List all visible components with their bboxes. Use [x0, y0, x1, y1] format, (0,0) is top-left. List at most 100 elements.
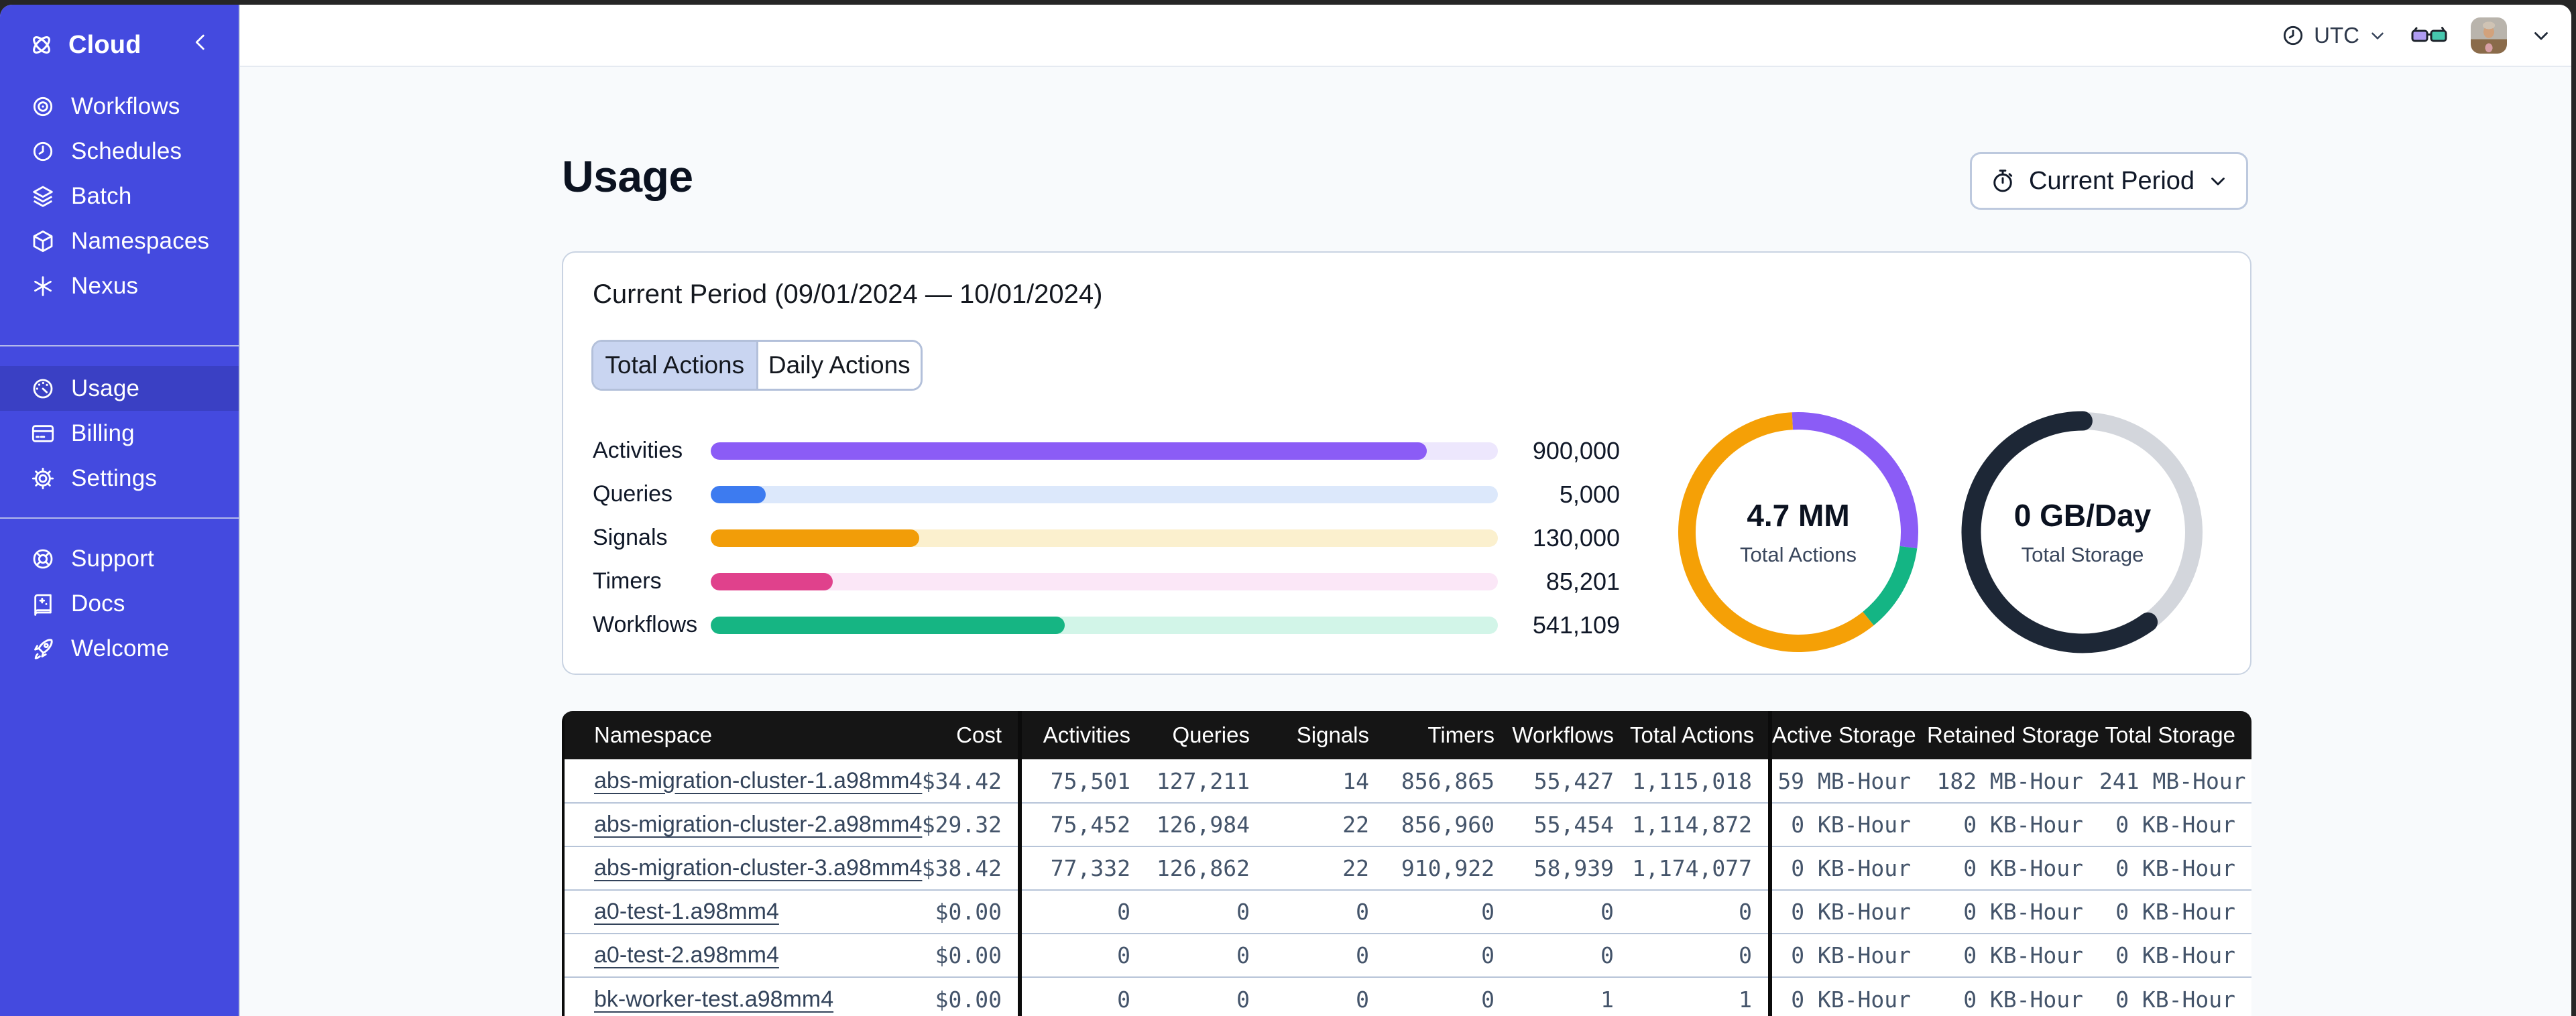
sidebar-divider [0, 517, 239, 519]
namespace-link[interactable]: abs-migration-cluster-1.a98mm4 [594, 767, 923, 793]
bar-row-activities: Activities 900,000 [593, 436, 1620, 464]
sidebar-item-support[interactable]: Support [0, 536, 239, 581]
namespaces-cube-icon [30, 228, 56, 255]
bar-row-workflows: Workflows 541,109 [593, 611, 1620, 639]
sidebar: Cloud Workflows Schedules [0, 5, 240, 1016]
bar-track [711, 572, 1498, 590]
table-row: bk-worker-test.a98mm4 $0.00 0 0 0 0 1 1 … [563, 976, 2251, 1016]
sidebar-item-batch[interactable]: Batch [0, 174, 239, 218]
namespace-link[interactable]: bk-worker-test.a98mm4 [594, 986, 834, 1012]
total-storage-value: 0 GB/Day [2013, 498, 2152, 533]
bar-row-timers: Timers 85,201 [593, 567, 1620, 595]
col-activities: Activities [1022, 711, 1147, 759]
timezone-selector[interactable]: UTC [2280, 23, 2388, 48]
labs-glasses-icon[interactable] [2410, 24, 2448, 47]
user-avatar[interactable] [2471, 17, 2507, 54]
col-queries: Queries [1147, 711, 1266, 759]
bar-fill [711, 485, 766, 503]
sidebar-item-usage[interactable]: Usage [0, 366, 239, 411]
total-actions-donut: 4.7 MM Total Actions [1671, 405, 1926, 659]
col-namespace: Namespace [563, 711, 872, 759]
workflows-icon [30, 93, 56, 120]
actions-tabs: Total Actions Daily Actions [591, 340, 923, 391]
col-retained-storage: Retained Storage [1927, 711, 2099, 759]
tab-daily-actions[interactable]: Daily Actions [756, 342, 921, 389]
total-storage-label: Total Storage [2021, 543, 2144, 566]
bar-track [711, 442, 1498, 460]
billing-card-icon [30, 420, 56, 447]
namespace-link[interactable]: abs-migration-cluster-3.a98mm4 [594, 855, 923, 881]
table-row: abs-migration-cluster-1.a98mm4 $34.42 75… [563, 759, 2251, 803]
bar-track [711, 529, 1498, 547]
total-storage-donut: 0 GB/Day Total Storage [1955, 405, 2210, 659]
sidebar-nav-main: Workflows Schedules Batch Namespaces [0, 84, 239, 308]
bar-row-signals: Signals 130,000 [593, 523, 1620, 552]
namespace-link[interactable]: abs-migration-cluster-2.a98mm4 [594, 812, 923, 837]
bar-fill [711, 529, 920, 547]
table-divider [1768, 711, 1772, 759]
bar-track [711, 485, 1498, 503]
chevron-down-icon [2367, 25, 2388, 46]
clock-icon [2280, 23, 2306, 48]
brand: Cloud [0, 21, 239, 68]
page-title: Usage [562, 151, 693, 201]
usage-gauge-icon [30, 375, 56, 402]
tab-total-actions[interactable]: Total Actions [593, 342, 756, 389]
namespace-usage-table: Namespace Cost Activities Queries Signal… [562, 711, 2251, 1016]
table-divider [1018, 711, 1022, 759]
sidebar-item-welcome[interactable]: Welcome [0, 626, 239, 671]
brand-label: Cloud [68, 30, 141, 59]
sidebar-item-namespaces[interactable]: Namespaces [0, 218, 239, 263]
total-actions-label: Total Actions [1739, 543, 1857, 566]
sidebar-item-workflows[interactable]: Workflows [0, 84, 239, 129]
table-row: abs-migration-cluster-3.a98mm4 $38.42 77… [563, 846, 2251, 890]
chevron-down-icon [2207, 170, 2229, 192]
usage-bar-chart: Activities 900,000 Queries 5,000 Signals… [593, 429, 1620, 647]
namespace-link[interactable]: a0-test-1.a98mm4 [594, 899, 779, 924]
sidebar-item-schedules[interactable]: Schedules [0, 129, 239, 174]
docs-book-icon [30, 590, 56, 617]
col-total-storage: Total Storage [2099, 711, 2251, 759]
account-menu-chevron-icon[interactable] [2530, 24, 2553, 47]
sidebar-item-billing[interactable]: Billing [0, 411, 239, 456]
sidebar-collapse-button[interactable] [189, 31, 212, 54]
batch-layers-icon [30, 183, 56, 210]
col-signals: Signals [1266, 711, 1385, 759]
sidebar-item-nexus[interactable]: Nexus [0, 263, 239, 308]
welcome-rocket-icon [30, 635, 56, 662]
period-selector-button[interactable]: Current Period [1970, 152, 2248, 210]
main-content: Usage Current Period Current Period (09/… [240, 67, 2571, 1016]
settings-gear-icon [30, 465, 56, 492]
support-lifebuoy-icon [30, 546, 56, 572]
namespace-link[interactable]: a0-test-2.a98mm4 [594, 942, 779, 968]
table-row: abs-migration-cluster-2.a98mm4 $29.32 75… [563, 802, 2251, 846]
table-row: a0-test-1.a98mm4 $0.00 0 0 0 0 0 0 0 KB-… [563, 889, 2251, 934]
table-row: a0-test-2.a98mm4 $0.00 0 0 0 0 0 0 0 KB-… [563, 933, 2251, 977]
col-cost: Cost [872, 711, 1018, 759]
col-active-storage: Active Storage [1772, 711, 1927, 759]
bar-fill [711, 572, 833, 590]
sidebar-nav-account: Usage Billing Settings [0, 366, 239, 501]
col-timers: Timers [1385, 711, 1511, 759]
stopwatch-icon [1989, 167, 2017, 195]
sidebar-divider [0, 345, 239, 346]
bar-track [711, 616, 1498, 634]
nexus-asterisk-icon [30, 273, 56, 300]
total-actions-value: 4.7 MM [1747, 498, 1850, 533]
app-window: Cloud Workflows Schedules [0, 5, 2571, 1016]
col-workflows: Workflows [1511, 711, 1630, 759]
bar-row-queries: Queries 5,000 [593, 480, 1620, 508]
temporal-logo-icon [27, 30, 56, 60]
period-button-label: Current Period [2028, 166, 2195, 195]
table-header-row: Namespace Cost Activities Queries Signal… [563, 711, 2251, 759]
col-total-actions: Total Actions [1630, 711, 1768, 759]
sidebar-item-docs[interactable]: Docs [0, 581, 239, 626]
sidebar-item-settings[interactable]: Settings [0, 456, 239, 501]
card-title: Current Period (09/01/2024 — 10/01/2024) [593, 279, 1103, 309]
bar-fill [711, 442, 1427, 460]
usage-summary-card: Current Period (09/01/2024 — 10/01/2024)… [562, 251, 2251, 675]
bar-fill [711, 616, 1065, 634]
timezone-label: UTC [2314, 22, 2359, 48]
schedules-icon [30, 138, 56, 165]
topbar: UTC [240, 5, 2571, 67]
